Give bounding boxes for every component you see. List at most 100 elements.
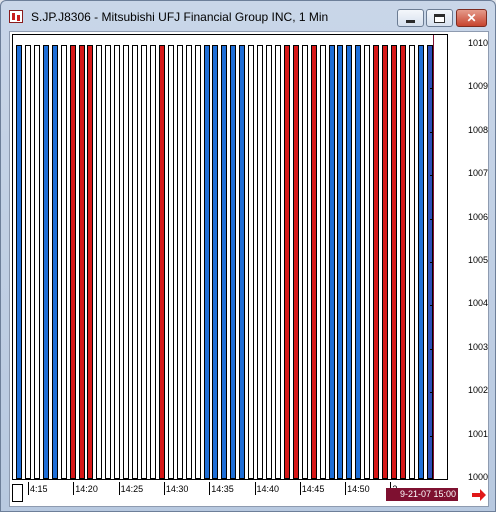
time-cursor-line [432, 35, 434, 479]
price-bar-42[interactable] [391, 45, 398, 479]
close-button[interactable]: ✕ [456, 9, 487, 27]
price-bar-45[interactable] [417, 45, 424, 479]
price-bar-38[interactable] [355, 45, 362, 479]
time-tick-label: 14:20 [75, 484, 98, 494]
price-bar-10[interactable] [105, 45, 112, 479]
price-bar-21[interactable] [203, 45, 210, 479]
price-bar-7[interactable] [78, 45, 85, 479]
price-bar-15[interactable] [149, 45, 156, 479]
price-tick-mark [430, 348, 432, 350]
time-tick-mark [118, 482, 120, 495]
time-tick-mark [299, 482, 301, 495]
price-bar-18[interactable] [176, 45, 183, 479]
price-tick-mark [430, 392, 432, 394]
price-bar-44[interactable] [408, 45, 415, 479]
price-bar-30[interactable] [283, 45, 290, 479]
chart-app-icon[interactable] [9, 10, 23, 23]
price-tick-mark [430, 45, 432, 46]
chart-area[interactable]: 4:1514:2014:2514:3014:3514:4014:4514:502… [9, 31, 489, 507]
price-tick-mark [430, 479, 432, 480]
price-bar-39[interactable] [364, 45, 371, 479]
time-tick-mark [209, 482, 211, 495]
price-bar-37[interactable] [346, 45, 353, 479]
price-bar-16[interactable] [158, 45, 165, 479]
price-tick-label: 1006 [467, 211, 488, 222]
price-bar-0[interactable] [16, 45, 22, 479]
price-bar-6[interactable] [69, 45, 76, 479]
time-tick-mark [73, 482, 75, 495]
price-bar-3[interactable] [42, 45, 49, 479]
price-tick-label: 1003 [467, 341, 488, 352]
price-bar-5[interactable] [60, 45, 67, 479]
price-bar-19[interactable] [185, 45, 192, 479]
maximize-icon [434, 13, 445, 23]
time-tick-mark [28, 482, 29, 495]
price-bar-32[interactable] [301, 45, 308, 479]
minimize-icon [406, 19, 415, 23]
price-bar-17[interactable] [167, 45, 174, 479]
time-tick-label: 14:25 [120, 484, 144, 494]
window-title: S.JP.J8306 - Mitsubishi UFJ Financial Gr… [31, 10, 329, 24]
price-bar-41[interactable] [382, 45, 389, 479]
time-tick-label: 4:15 [30, 484, 48, 494]
time-tick-label: 14:35 [211, 484, 234, 494]
price-bar-36[interactable] [337, 45, 344, 479]
price-bar-33[interactable] [310, 45, 317, 479]
price-tick-label: 1001 [467, 428, 488, 439]
red-arrow-right-icon[interactable] [471, 488, 487, 502]
time-tick-mark [163, 482, 165, 495]
price-bar-14[interactable] [141, 45, 148, 479]
price-tick-label: 1005 [467, 255, 488, 265]
price-bar-23[interactable] [221, 45, 228, 479]
price-tick-mark [430, 218, 432, 220]
price-bar-25[interactable] [239, 45, 246, 479]
price-bar-27[interactable] [257, 45, 264, 479]
price-tick-mark [430, 305, 432, 307]
time-tick-label: 14:45 [301, 484, 325, 494]
price-tick-mark [430, 131, 432, 133]
price-bar-13[interactable] [132, 45, 139, 479]
price-bar-11[interactable] [114, 45, 121, 479]
price-bar-8[interactable] [87, 45, 94, 479]
price-bar-29[interactable] [274, 45, 281, 479]
price-tick-label: 1009 [467, 81, 488, 92]
price-tick-label: 1004 [467, 298, 488, 309]
time-tick-label: 14:40 [256, 484, 280, 494]
price-tick-label: 1002 [467, 385, 488, 396]
maximize-button[interactable] [426, 9, 453, 27]
price-bar-12[interactable] [123, 45, 130, 479]
time-tick-mark [254, 482, 256, 495]
price-bar-46[interactable] [426, 45, 433, 479]
price-bar-24[interactable] [230, 45, 237, 479]
price-tick-label: 1007 [467, 168, 488, 179]
price-bar-20[interactable] [194, 45, 201, 479]
close-icon: ✕ [466, 11, 477, 25]
price-bar-40[interactable] [373, 45, 380, 479]
scroll-thumb[interactable] [12, 484, 23, 502]
price-bar-1[interactable] [24, 45, 31, 479]
price-bar-28[interactable] [266, 45, 273, 479]
price-tick-label: 1000 [467, 472, 488, 482]
time-tick-label: 14:50 [347, 484, 370, 494]
price-bar-43[interactable] [399, 45, 406, 479]
price-bar-35[interactable] [328, 45, 335, 479]
price-bar-22[interactable] [212, 45, 219, 479]
title-bar[interactable]: S.JP.J8306 - Mitsubishi UFJ Financial Gr… [1, 1, 495, 31]
price-tick-mark [430, 262, 432, 263]
price-bar-31[interactable] [292, 45, 299, 479]
price-tick-mark [430, 435, 432, 437]
price-bar-2[interactable] [33, 45, 40, 479]
minimize-button[interactable] [397, 9, 424, 27]
price-tick-label: 1008 [467, 124, 488, 135]
price-bar-26[interactable] [248, 45, 255, 479]
price-bar-34[interactable] [319, 45, 326, 479]
price-tick-label: 1010 [467, 38, 488, 48]
price-bar-9[interactable] [96, 45, 103, 479]
time-tick-mark [345, 482, 347, 495]
time-tick-label: 14:30 [165, 484, 189, 494]
plot-area[interactable] [12, 34, 448, 480]
price-bar-4[interactable] [51, 45, 58, 479]
price-tick-mark [430, 175, 432, 177]
